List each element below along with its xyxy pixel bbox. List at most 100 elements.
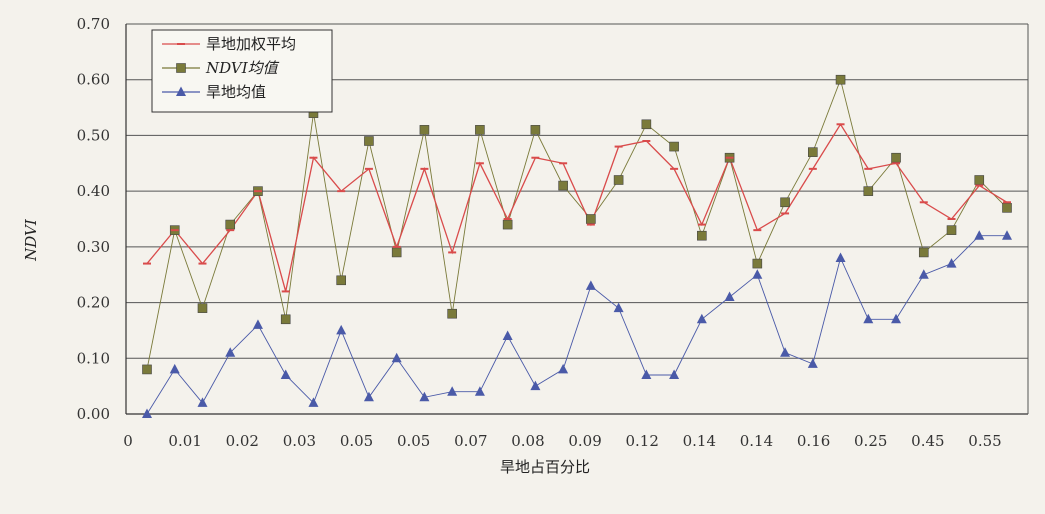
data-point <box>502 219 513 230</box>
data-point <box>447 308 457 319</box>
data-point <box>780 197 790 208</box>
y-tick-label: 0.60 <box>77 71 110 89</box>
data-point <box>891 313 902 324</box>
data-point <box>918 269 929 279</box>
tick-labels: 0.00 0.10 0.20 0.30 0.40 0.50 0.60 0.70 0 0.01 0.0… <box>77 15 1002 450</box>
y-tick-label: 0.70 <box>77 15 110 33</box>
data-point <box>142 364 152 375</box>
series-line <box>146 235 1007 415</box>
data-point <box>974 230 985 240</box>
data-point <box>891 152 901 163</box>
data-point <box>336 275 346 286</box>
data-point <box>225 347 236 357</box>
data-point <box>502 330 513 340</box>
data-point <box>142 408 152 418</box>
legend-label: NDVI均值 <box>205 59 280 77</box>
x-tick-label: 0.14 <box>740 432 773 450</box>
data-point <box>946 225 957 235</box>
x-tick-label: 0.08 <box>511 432 544 450</box>
data-point <box>419 391 430 402</box>
data-point <box>308 397 319 407</box>
data-point <box>641 119 652 130</box>
x-tick-label: 0.05 <box>340 432 373 450</box>
data-point <box>780 347 791 357</box>
data-point <box>585 280 596 290</box>
y-tick-label: 0.40 <box>77 182 110 200</box>
data-point <box>697 230 707 241</box>
data-point <box>391 352 402 363</box>
data-point <box>558 180 568 191</box>
series-line <box>146 123 1008 292</box>
x-tick-label: 0.02 <box>226 432 259 450</box>
data-point <box>696 313 707 324</box>
data-point <box>530 125 541 135</box>
data-point <box>280 314 291 325</box>
axes <box>125 24 1029 415</box>
data-point <box>364 136 374 146</box>
x-tick-label: 0 <box>123 432 133 450</box>
y-tick-label: 0.10 <box>77 349 110 367</box>
data-point <box>530 380 541 391</box>
x-tick-label: 0.55 <box>968 432 1001 450</box>
legend-marker <box>176 86 186 96</box>
data-point <box>558 363 569 374</box>
data-point <box>474 386 485 396</box>
data-point <box>807 358 818 368</box>
data-point <box>752 269 763 279</box>
x-axis-title: 旱地占百分比 <box>500 458 590 476</box>
x-tick-label: 0.16 <box>797 432 830 450</box>
y-tick-label: 0.20 <box>77 294 110 312</box>
legend-label: 旱地加权平均 <box>206 35 296 53</box>
data-point <box>669 369 680 379</box>
data-point <box>447 386 458 396</box>
data-point <box>835 74 846 85</box>
data-point <box>197 303 208 313</box>
y-tick-label: 0.00 <box>77 405 110 423</box>
data-point <box>280 369 291 379</box>
series-line <box>146 78 1008 370</box>
y-axis-title: NDVI <box>22 218 40 262</box>
data-point <box>974 175 985 185</box>
data-point <box>863 313 874 324</box>
data-point <box>363 391 374 402</box>
data-point <box>169 363 180 374</box>
data-point <box>475 125 485 135</box>
data-point <box>808 147 818 157</box>
data-point <box>419 125 430 135</box>
x-tick-label: 0.25 <box>854 432 887 450</box>
data-point <box>391 247 402 258</box>
x-tick-label: 0.03 <box>283 432 316 450</box>
data-point <box>1002 203 1012 213</box>
data-point <box>586 214 596 224</box>
data-point <box>336 324 347 335</box>
y-tick-label: 0.50 <box>77 126 110 144</box>
y-tick-label: 0.30 <box>77 238 110 256</box>
data-point <box>835 252 846 262</box>
legend-marker <box>176 63 186 73</box>
data-point <box>946 258 957 268</box>
legend-label: 旱地均值 <box>206 83 266 101</box>
data-point <box>225 219 236 230</box>
series-layer <box>142 74 1012 418</box>
data-point <box>613 175 624 185</box>
x-tick-label: 0.01 <box>168 432 201 450</box>
data-point <box>641 369 652 379</box>
x-tick-label: 0.45 <box>911 432 944 450</box>
data-point <box>1002 230 1012 240</box>
x-tick-label: 0.14 <box>683 432 716 450</box>
data-point <box>197 397 208 407</box>
data-point <box>613 302 624 313</box>
x-tick-label: 0.12 <box>625 432 658 450</box>
x-tick-label: 0.07 <box>454 432 487 450</box>
data-point <box>752 258 763 269</box>
data-point <box>252 319 263 329</box>
data-point <box>918 247 929 258</box>
data-point <box>863 186 874 196</box>
data-point <box>724 291 735 301</box>
x-tick-label: 0.05 <box>397 432 430 450</box>
data-point <box>669 141 679 152</box>
x-tick-label: 0.09 <box>568 432 601 450</box>
